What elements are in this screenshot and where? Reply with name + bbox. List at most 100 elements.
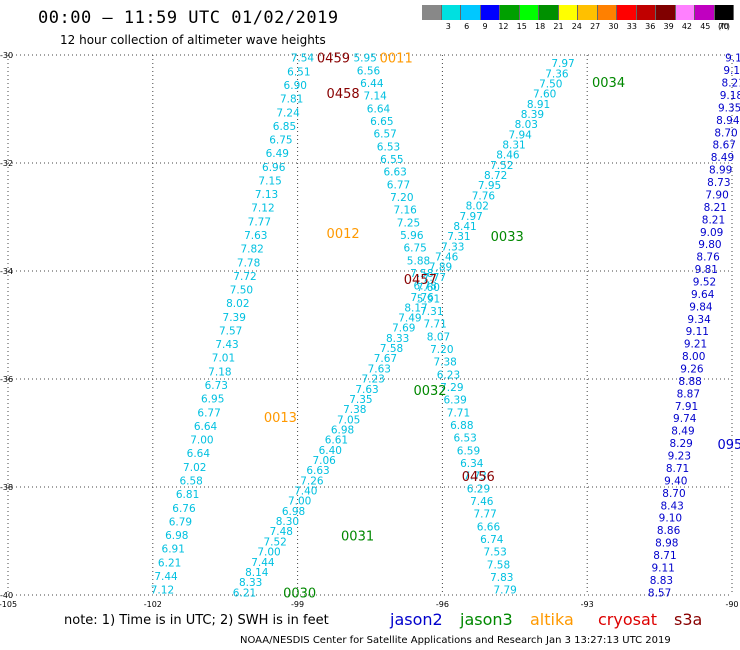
swh-value: 7.60 — [533, 89, 556, 101]
swh-value: 7.23 — [361, 374, 384, 386]
swh-value: 7.76 — [472, 190, 496, 202]
swh-value: 7.12 — [251, 203, 274, 215]
swh-value: 7.91 — [675, 401, 698, 413]
swh-value: 9.64 — [691, 289, 715, 301]
swh-value: 8.02 — [466, 201, 489, 213]
swh-value: 6.49 — [266, 148, 289, 160]
swh-value: 6.77 — [197, 407, 220, 419]
swh-value: 7.16 — [393, 205, 417, 217]
pass-time-label: 0459 — [317, 52, 350, 67]
colorbar-tick-label: 3 — [445, 22, 451, 31]
colorbar-tick-label: 45 — [700, 22, 711, 31]
colorbar-swatch — [578, 5, 598, 20]
swh-value: 6.78 — [413, 281, 436, 293]
swh-value: 6.98 — [165, 530, 188, 542]
swh-value: 9.09 — [700, 227, 723, 239]
swh-value: 8.99 — [709, 165, 732, 177]
swh-value: 6.63 — [383, 167, 406, 179]
swh-value: 8.41 — [453, 221, 476, 233]
swh-value: 8.21 — [704, 202, 727, 214]
lat-tick-label: -38 — [0, 483, 13, 492]
swh-value: 9.40 — [664, 475, 687, 487]
swh-value: 7.38 — [343, 404, 366, 416]
swh-value: 8.98 — [655, 538, 678, 550]
swh-value: 7.95 — [478, 180, 501, 192]
colorbar-swatch — [675, 5, 695, 20]
colorbar-swatch — [480, 5, 500, 20]
swh-value: 9.80 — [698, 239, 721, 251]
swh-value: 6.56 — [357, 65, 381, 77]
pass-time-label: 0011 — [380, 52, 413, 67]
swh-value: 6.85 — [273, 121, 296, 133]
swh-value: 7.31 — [420, 306, 443, 318]
pass-time-label: 0457 — [404, 273, 437, 288]
lat-tick-label: -40 — [0, 591, 13, 600]
colorbar-swatch — [539, 5, 559, 20]
swh-value: 8.17 — [404, 302, 427, 314]
swh-value: 7.36 — [545, 68, 569, 80]
swh-value: 7.58 — [410, 268, 433, 280]
swh-value: 7.02 — [183, 462, 206, 474]
swh-value: 7.40 — [294, 486, 317, 498]
swh-value: 6.77 — [387, 179, 410, 191]
swh-value: 5.95 — [353, 53, 376, 65]
swh-value: 7.20 — [390, 192, 413, 204]
swh-value: 6.74 — [480, 534, 504, 546]
colorbar-swatch — [636, 5, 656, 20]
swh-value: 7.35 — [349, 394, 372, 406]
swh-value: 8.00 — [682, 351, 705, 363]
swh-value: 9.26 — [680, 364, 704, 376]
swh-value: 9.23 — [668, 451, 691, 463]
pass-time-label: 0030 — [283, 586, 316, 601]
swh-value: 6.59 — [457, 445, 480, 457]
swh-value: 7.46 — [435, 251, 459, 263]
swh-value: 7.71 — [423, 319, 446, 331]
swh-value: 8.70 — [714, 127, 737, 139]
swh-value: 6.40 — [319, 445, 342, 457]
colorbar-swatch — [558, 5, 578, 20]
lon-tick-label: -96 — [436, 600, 449, 609]
swh-value: 8.21 — [722, 78, 740, 90]
swh-value: 7.18 — [208, 366, 231, 378]
swh-value: 8.07 — [427, 331, 450, 343]
swh-value: 7.83 — [490, 572, 513, 584]
colorbar-swatch — [500, 5, 520, 20]
swh-value: 7.15 — [258, 175, 281, 187]
swh-value: 8.49 — [671, 426, 694, 438]
swh-value: 7.58 — [380, 343, 403, 355]
colorbar-tick-label: 27 — [590, 22, 601, 31]
colorbar-tick-label: 9 — [482, 22, 488, 31]
swh-value: 7.20 — [430, 344, 453, 356]
pass-time-label: 0456 — [462, 470, 495, 485]
swh-value: 7.97 — [551, 58, 574, 70]
swh-value: 7.33 — [441, 241, 464, 253]
swh-value: 6.66 — [477, 521, 501, 533]
swh-value: 7.00 — [257, 547, 280, 559]
colorbar-swatch — [422, 5, 442, 20]
swh-value: 8.88 — [678, 376, 701, 388]
swh-value: 7.63 — [244, 230, 267, 242]
footer-note: note: 1) Time is in UTC; 2) SWH is in fe… — [64, 613, 329, 628]
colorbar-swatch — [617, 5, 637, 20]
swh-value: 8.76 — [696, 252, 720, 264]
swh-value: 7.89 — [429, 262, 452, 274]
swh-value: 7.50 — [230, 285, 253, 297]
colorbar-tick-label: 33 — [626, 22, 637, 31]
swh-value: 8.29 — [669, 438, 692, 450]
swh-value: 6.95 — [201, 394, 224, 406]
swh-value: 8.57 — [648, 587, 671, 599]
lon-tick-label: -105 — [0, 600, 17, 609]
swh-value: 7.00 — [190, 435, 213, 447]
swh-value: 9.52 — [693, 276, 716, 288]
swh-value: 6.44 — [360, 78, 384, 90]
swh-value: 7.14 — [363, 91, 387, 103]
swh-value: 7.31 — [447, 231, 470, 243]
colorbar-labels: 3 6 9 12 15 18 21 24 27 30 33 36 39 42 45 70 (ft) — [422, 22, 734, 34]
legend-cryosat: cryosat — [598, 610, 658, 629]
swh-value: 5.91 — [417, 293, 440, 305]
swh-value: 7.57 — [219, 325, 242, 337]
swh-value: 7.38 — [433, 357, 456, 369]
colorbar-tick-label: 21 — [553, 22, 564, 31]
pass-time-label: 0012 — [327, 227, 360, 242]
